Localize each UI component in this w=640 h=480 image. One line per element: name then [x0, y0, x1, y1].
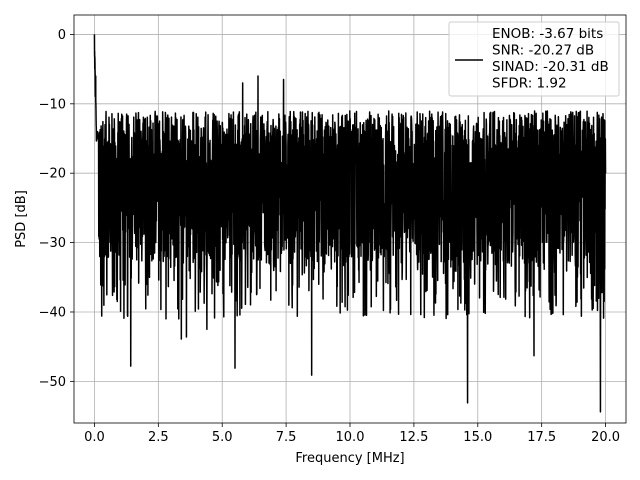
x-tick-label: 12.5 [399, 430, 428, 445]
series-layer [93, 34, 607, 413]
x-tick-label: 7.5 [276, 430, 297, 445]
legend-line: SINAD: -20.31 dB [492, 59, 609, 75]
x-axis-ticks: 0.0 2.5 5.0 7.5 10.0 12.5 15.0 17.5 20.0 [84, 423, 620, 445]
psd-line [93, 34, 607, 413]
legend: ENOB: -3.67 bits SNR: -20.27 dB SINAD: -20… [448, 21, 620, 97]
x-tick-label: 10.0 [336, 430, 365, 445]
x-tick-label: 0.0 [84, 430, 105, 445]
x-tick-label: 15.0 [463, 430, 492, 445]
x-tick-label: 2.5 [148, 430, 169, 445]
y-axis-ticks: 0 −10 −20 −30 −40 −50 [39, 28, 74, 390]
x-tick-label: 20.0 [591, 430, 620, 445]
y-tick-label: 0 [58, 28, 66, 43]
y-tick-label: −20 [39, 167, 66, 182]
y-tick-label: −10 [39, 97, 66, 112]
legend-line: ENOB: -3.67 bits [492, 26, 603, 42]
x-axis-label: Frequency [MHz] [295, 451, 404, 466]
legend-box [448, 21, 620, 97]
legend-line: SFDR: 1.92 [492, 76, 567, 92]
y-tick-label: −30 [39, 236, 66, 251]
x-tick-label: 17.5 [527, 430, 556, 445]
y-axis-label: PSD [dB] [14, 190, 29, 248]
legend-line: SNR: -20.27 dB [492, 43, 594, 59]
y-tick-label: −50 [39, 375, 66, 390]
y-tick-label: −40 [39, 305, 66, 320]
legend-label: ENOB: -3.67 bits SNR: -20.27 dB SINAD: -20… [492, 26, 609, 92]
x-tick-label: 5.0 [212, 430, 233, 445]
